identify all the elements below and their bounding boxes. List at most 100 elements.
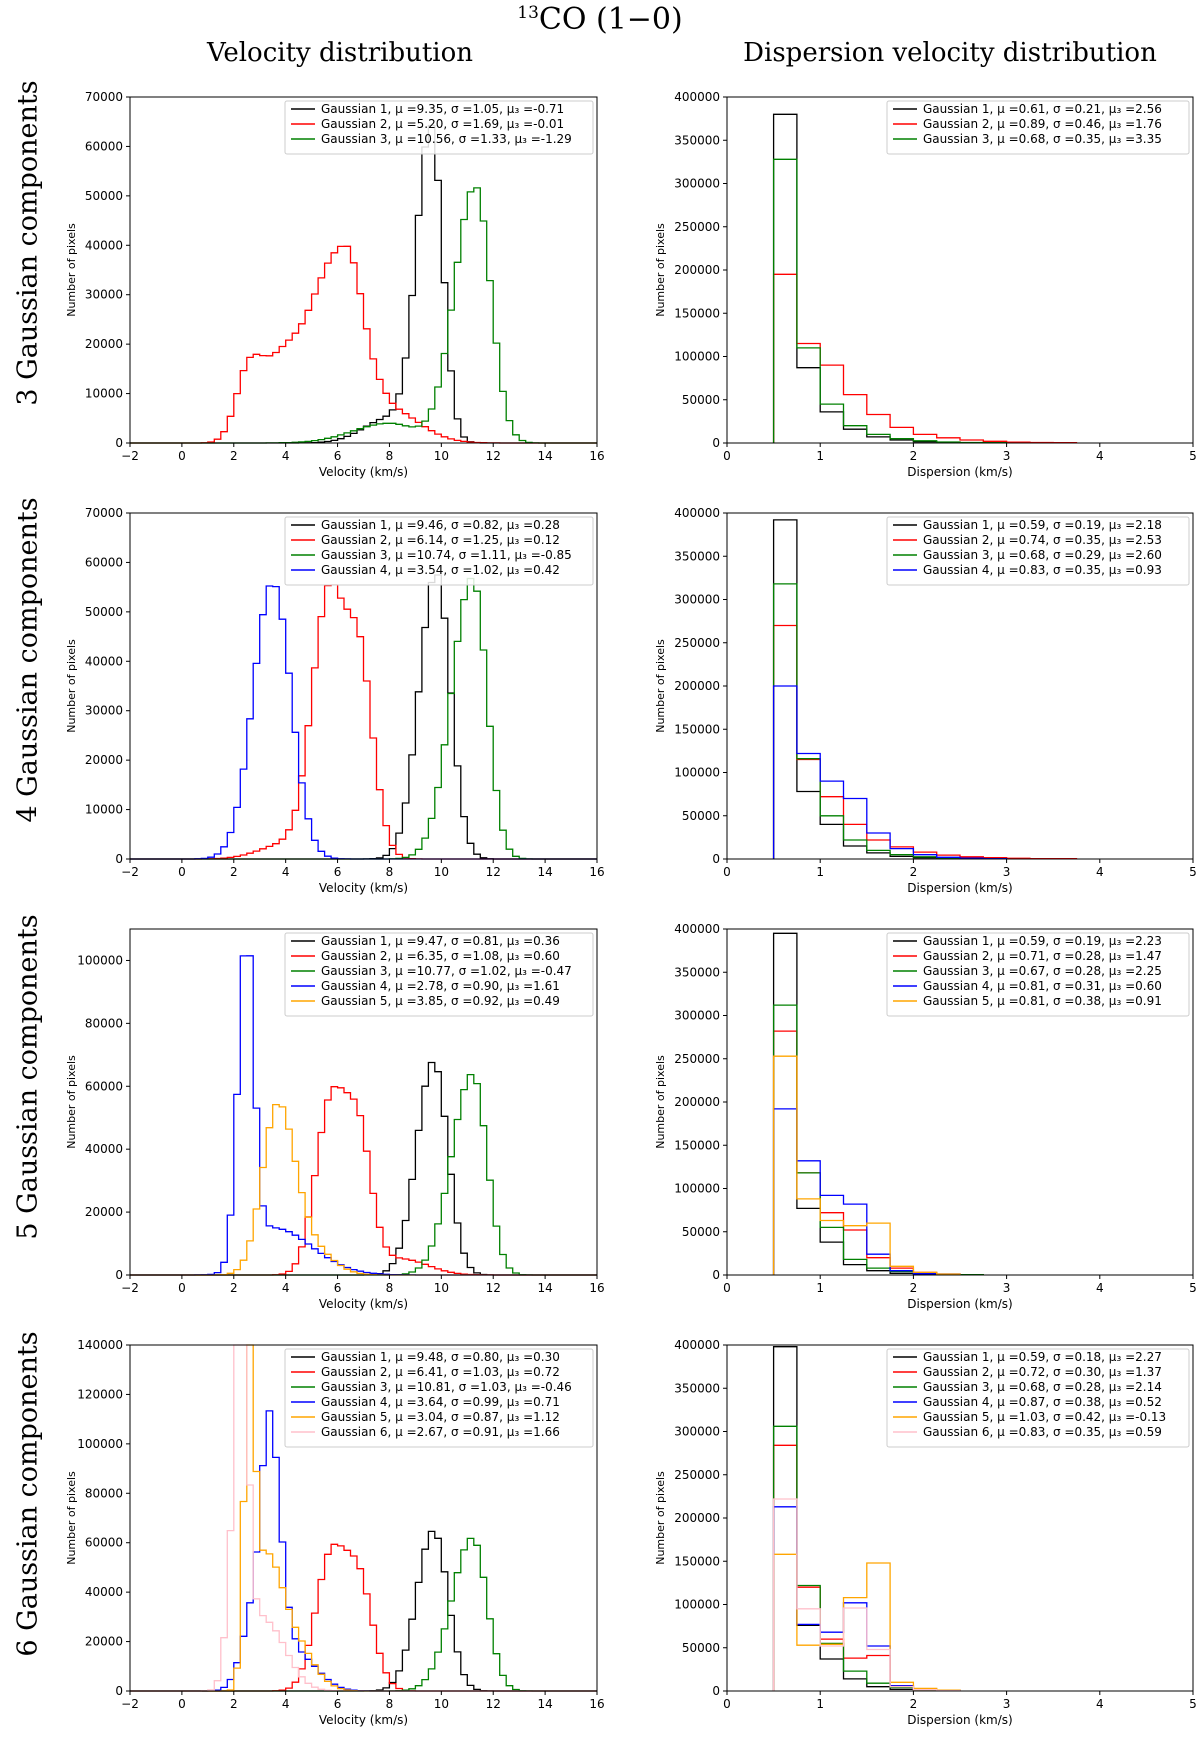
legend-entry: Gaussian 4, μ =0.81, σ =0.31, μ₃ =0.60 [923,979,1162,993]
histogram-gaussian-2 [772,624,1078,860]
histogram-gaussian-3 [772,1004,984,1276]
x-tick-label: 2 [910,865,918,879]
x-tick-label: 1 [816,449,824,463]
y-tick-label: 350000 [674,133,720,147]
legend-entry: Gaussian 2, μ =0.74, σ =0.35, μ₃ =2.53 [923,533,1162,547]
figure-title: 13CO (1−0) [0,2,1200,37]
histogram-gaussian-1 [130,1530,597,1692]
histogram-gaussian-1 [772,113,1008,444]
x-tick-label: 3 [1003,1697,1011,1711]
x-tick-label: 16 [589,1281,604,1295]
legend-entry: Gaussian 4, μ =0.83, σ =0.35, μ₃ =0.93 [923,563,1162,577]
legend-entry: Gaussian 3, μ =0.68, σ =0.28, μ₃ =2.14 [923,1380,1162,1394]
y-tick-label: 150000 [674,306,720,320]
legend-entry: Gaussian 2, μ =5.20, σ =1.69, μ₃ =-0.01 [321,117,564,131]
x-tick-label: 4 [1096,449,1104,463]
y-axis-label: Number of pixels [65,223,78,317]
legend-entry: Gaussian 1, μ =0.59, σ =0.19, μ₃ =2.18 [923,518,1162,532]
legend-entry: Gaussian 1, μ =9.46, σ =0.82, μ₃ =0.28 [321,518,560,532]
y-axis-label: Number of pixels [65,1471,78,1565]
legend-box [284,932,594,1017]
legend-box [284,516,594,586]
y-tick-label: 50000 [682,393,720,407]
histogram-gaussian-3 [772,158,1008,444]
y-tick-label: 0 [712,436,720,450]
y-tick-label: 20000 [85,1205,123,1219]
chart-panel-2-dispersion: 0 1 2 3 4 5 0 50000 100000 150000 200000 250000 3000… [654,506,1197,895]
x-tick-label: 14 [537,865,552,879]
legend-entry: Gaussian 2, μ =0.71, σ =0.28, μ₃ =1.47 [923,949,1162,963]
chart-panel-2-velocity: −2 0 2 4 6 8 10 12 14 160100002000030000400005000… [65,506,605,895]
histogram-gaussian-2 [130,584,597,860]
y-tick-label: 0 [115,436,123,450]
y-axis-label: Number of pixels [65,1055,78,1149]
x-tick-label: 6 [334,1281,342,1295]
legend-entry: Gaussian 3, μ =0.67, σ =0.28, μ₃ =2.25 [923,964,1162,978]
x-axis-label: Dispersion (km/s) [907,465,1012,479]
x-axis-label: Velocity (km/s) [319,1297,408,1311]
y-tick-label: 10000 [85,803,123,817]
x-tick-label: 4 [1096,1697,1104,1711]
x-tick-label: −2 [121,449,139,463]
legend-box [284,1348,594,1448]
y-axis-label: Number of pixels [654,1055,667,1149]
axes-frame [129,928,598,1276]
y-tick-label: 150000 [674,1554,720,1568]
x-tick-label: 2 [910,1697,918,1711]
x-tick-label: 10 [434,865,449,879]
legend: Gaussian 1, μ =0.61, σ =0.21, μ₃ =2.56Ga… [886,100,1190,155]
y-tick-label: 200000 [674,263,720,277]
legend-entry: Gaussian 2, μ =0.89, σ =0.46, μ₃ =1.76 [923,117,1162,131]
y-tick-label: 140000 [77,1338,123,1352]
x-tick-label: 10 [434,449,449,463]
x-tick-label: 0 [178,449,186,463]
y-tick-label: 50000 [85,605,123,619]
legend-box [886,100,1190,155]
x-tick-label: 2 [230,1697,238,1711]
y-tick-label: 400000 [674,922,720,936]
x-axis-label: Dispersion (km/s) [907,881,1012,895]
y-axis-label: Number of pixels [654,639,667,733]
x-tick-label: −2 [121,1697,139,1711]
chart-panel-4-dispersion: 0 1 2 3 4 5 0 50000 100000 150000 200000 250000 3000… [654,1338,1197,1727]
y-tick-label: 40000 [85,1142,123,1156]
y-tick-label: 400000 [674,1338,720,1352]
x-tick-label: 5 [1189,865,1197,879]
y-tick-label: 0 [115,1268,123,1282]
x-tick-label: 6 [334,865,342,879]
histogram-gaussian-1 [130,574,597,860]
legend-entry: Gaussian 3, μ =0.68, σ =0.29, μ₃ =2.60 [923,548,1162,562]
y-tick-label: 20000 [85,753,123,767]
y-tick-label: 100000 [674,1182,720,1196]
y-tick-label: 40000 [85,1585,123,1599]
legend-entry: Gaussian 1, μ =9.47, σ =0.81, μ₃ =0.36 [321,934,560,948]
x-tick-label: 12 [486,1281,501,1295]
x-tick-label: −2 [121,865,139,879]
y-tick-label: 250000 [674,1052,720,1066]
y-tick-label: 200000 [674,1511,720,1525]
x-tick-label: 8 [386,1281,394,1295]
legend-entry: Gaussian 1, μ =0.59, σ =0.19, μ₃ =2.23 [923,934,1162,948]
x-tick-label: 12 [486,865,501,879]
legend-entry: Gaussian 1, μ =0.59, σ =0.18, μ₃ =2.27 [923,1350,1162,1364]
y-tick-label: 100000 [77,1437,123,1451]
x-tick-label: 5 [1189,1697,1197,1711]
x-tick-label: 8 [386,865,394,879]
y-tick-label: 100000 [77,953,123,967]
x-tick-label: 5 [1189,1281,1197,1295]
histogram-gaussian-4 [130,585,597,860]
y-tick-label: 300000 [674,593,720,607]
x-tick-label: 0 [178,1697,186,1711]
legend-entry: Gaussian 4, μ =3.54, σ =1.02, μ₃ =0.42 [321,563,560,577]
x-axis-label: Velocity (km/s) [319,465,408,479]
y-tick-label: 0 [115,1684,123,1698]
legend-entry: Gaussian 6, μ =0.83, σ =0.35, μ₃ =0.59 [923,1425,1162,1439]
y-tick-label: 250000 [674,636,720,650]
histogram-gaussian-4 [130,1410,597,1692]
x-tick-label: 8 [386,1697,394,1711]
histogram-gaussian-1 [130,1061,597,1276]
y-tick-label: 40000 [85,654,123,668]
legend-entry: Gaussian 3, μ =10.81, σ =1.03, μ₃ =-0.46 [321,1380,572,1394]
y-tick-label: 0 [712,852,720,866]
column-title-velocity: Velocity distribution [206,38,474,68]
